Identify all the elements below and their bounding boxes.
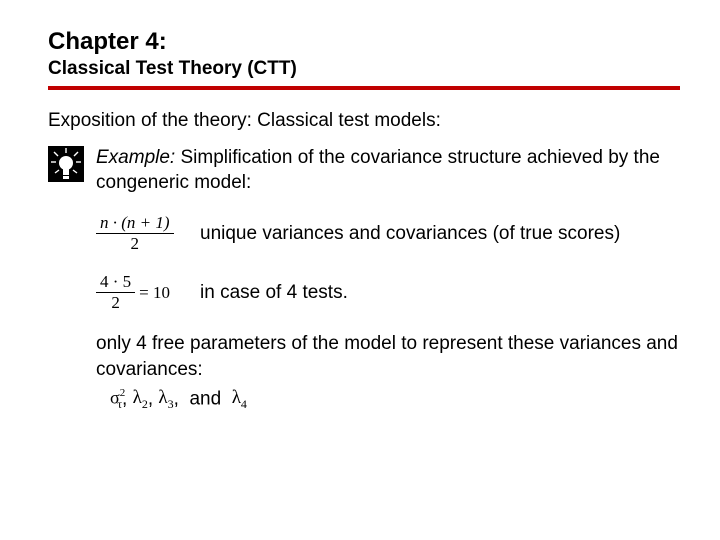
chapter-title: Chapter 4: — [48, 28, 680, 56]
chapter-subtitle: Classical Test Theory (CTT) — [48, 58, 680, 80]
symbol-lambda-3: λ3 — [158, 387, 173, 412]
formula-2-description: in case of 4 tests. — [200, 281, 348, 306]
example-block: Example: Simplification of the covarianc… — [96, 146, 680, 195]
symbol-lambda-4: λ4 — [232, 387, 247, 412]
fraction-2-equals: = 10 — [139, 283, 170, 303]
example-label: Example: — [96, 147, 175, 168]
symbol-sigma: σ2τ — [110, 387, 122, 412]
formula-row-2: 4 · 5 2 = 10 in case of 4 tests. — [96, 272, 680, 313]
symbol-lambda-2: λ2 — [133, 387, 148, 412]
fraction-1: n · (n + 1) 2 — [96, 213, 174, 254]
symbols-line: σ2τ , λ2 , λ3 , and λ4 — [110, 387, 680, 412]
fraction-1-denominator: 2 — [96, 234, 174, 254]
parameters-paragraph: only 4 free parameters of the model to r… — [96, 331, 680, 382]
fraction-1-numerator: n · (n + 1) — [96, 213, 174, 234]
example-description: Simplification of the covariance structu… — [96, 147, 660, 193]
formula-1-description: unique variances and covariances (of tru… — [200, 222, 620, 247]
and-word: and — [189, 388, 221, 409]
lightbulb-icon — [48, 146, 84, 182]
formula-row-1: n · (n + 1) 2 unique variances and covar… — [96, 213, 680, 254]
fraction-2: 4 · 5 2 — [96, 272, 135, 313]
divider-rule — [48, 86, 680, 90]
section-heading: Exposition of the theory: Classical test… — [48, 110, 680, 132]
fraction-2-denominator: 2 — [96, 293, 135, 313]
fraction-2-numerator: 4 · 5 — [96, 272, 135, 293]
